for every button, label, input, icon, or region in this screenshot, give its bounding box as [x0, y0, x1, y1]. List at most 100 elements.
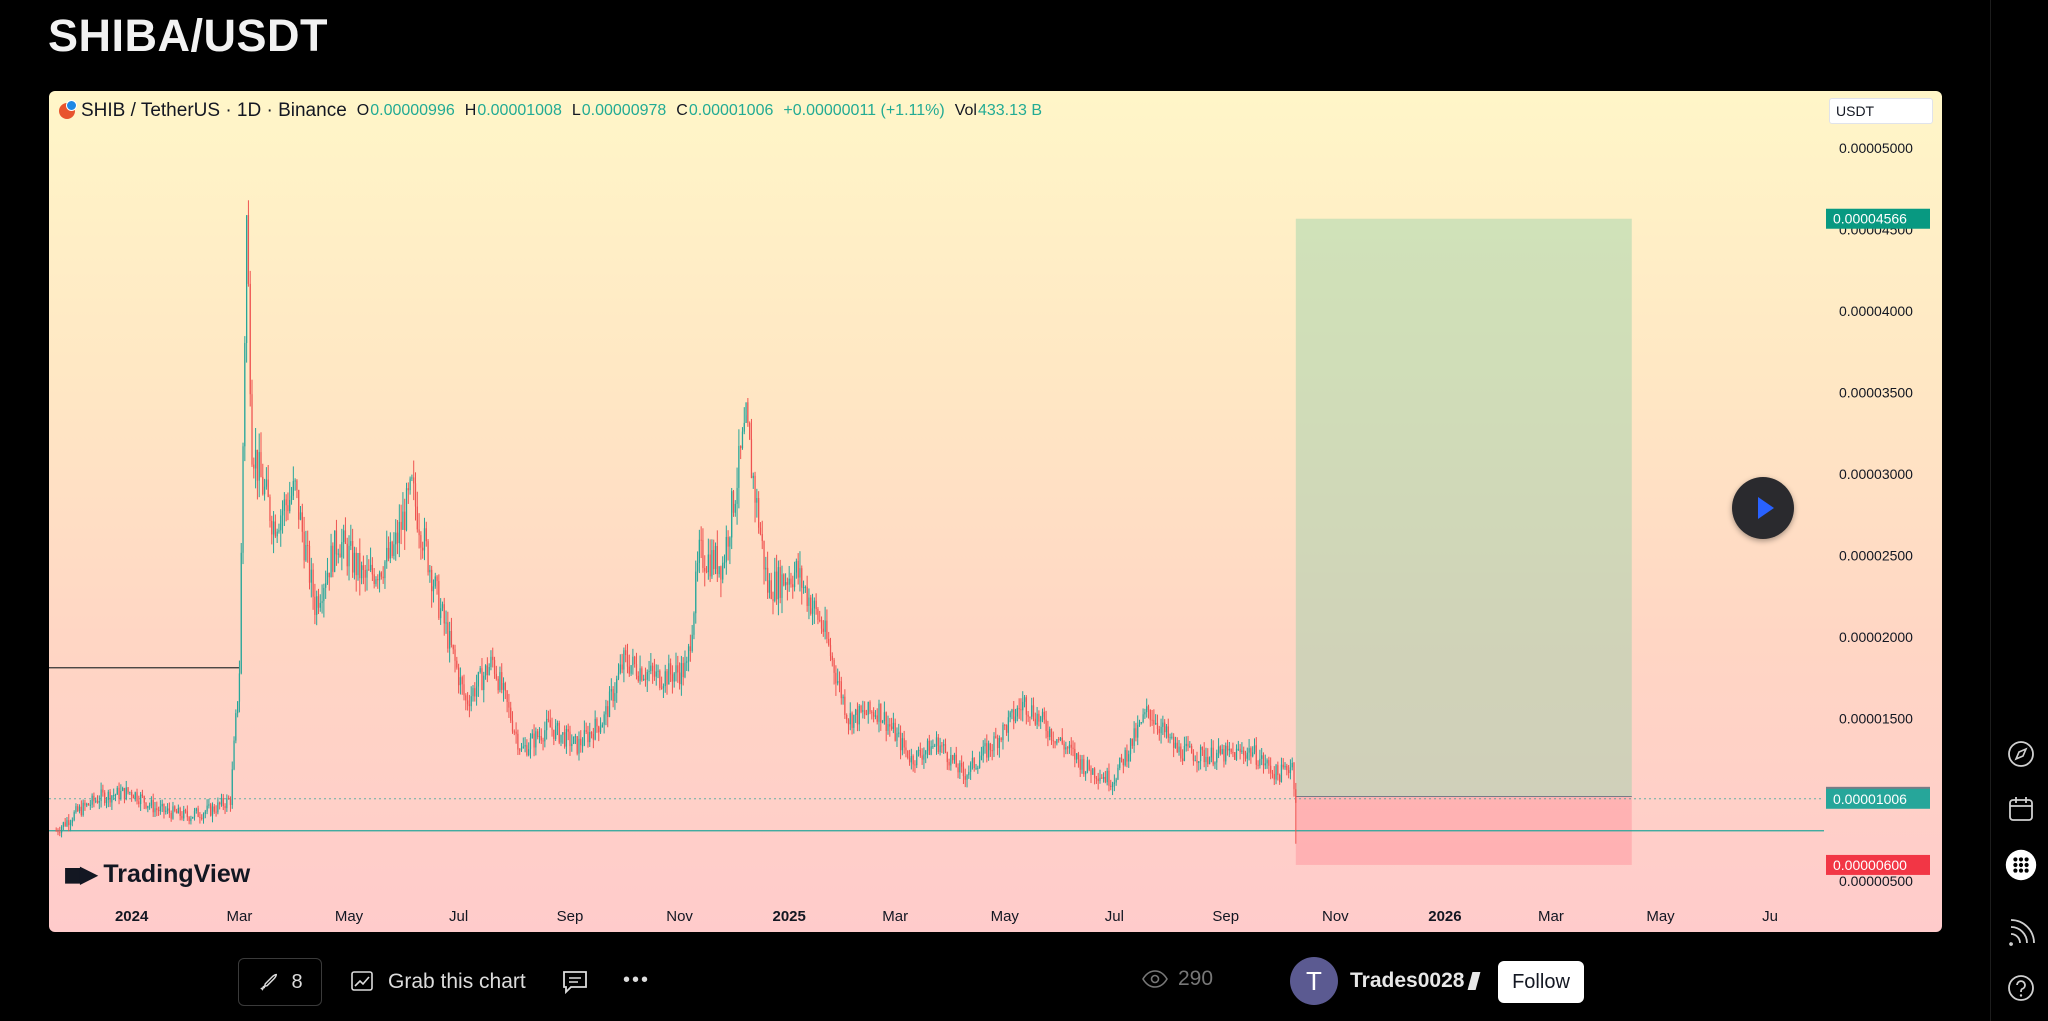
candle-body	[569, 731, 571, 747]
currency-select[interactable]: USDT	[1829, 98, 1933, 124]
candle-body	[123, 788, 126, 800]
candle-body	[1225, 745, 1227, 762]
candle-body	[1106, 770, 1108, 783]
candle-body	[662, 686, 665, 689]
follow-button[interactable]: Follow	[1498, 961, 1584, 1003]
candle-body	[161, 803, 163, 807]
candle-body	[643, 678, 645, 681]
comment-icon[interactable]	[561, 969, 589, 1000]
candle-body	[738, 445, 740, 488]
more-icon[interactable]: •••	[623, 969, 651, 991]
candle-body	[1291, 762, 1293, 768]
candle-body	[411, 477, 413, 479]
candle-body	[1113, 782, 1115, 785]
chart-card[interactable]: 0.00005000 0.00004500 0.00004000 0.00003500…	[49, 91, 1942, 932]
candle-body	[1243, 750, 1245, 756]
author[interactable]: T Trades0028	[1290, 957, 1481, 1005]
candle-body	[644, 678, 647, 680]
play-replay-button[interactable]	[1732, 477, 1794, 539]
candle-body	[237, 701, 239, 714]
candle-body	[515, 731, 517, 734]
candle-body	[743, 422, 745, 432]
candle-body	[1049, 729, 1051, 737]
candle-body	[210, 804, 212, 816]
candle-body	[919, 749, 921, 756]
candle-body	[1226, 745, 1229, 751]
candle-body	[1261, 755, 1263, 759]
candle-body	[565, 729, 568, 747]
candle-body	[804, 586, 806, 588]
ohlc-value: 0.00001008	[477, 102, 562, 119]
candle-body	[84, 802, 86, 806]
y-tick-label: 0.00003500	[1839, 384, 1913, 400]
candle-body	[923, 754, 925, 760]
candle-body	[935, 737, 938, 746]
candle-body	[389, 542, 391, 559]
rss-icon[interactable]	[2005, 917, 2037, 949]
candle-body	[695, 571, 697, 614]
candle-body	[704, 567, 706, 572]
symbol-label[interactable]: SHIB / TetherUS · 1D · Binance	[81, 100, 347, 121]
candle-body	[547, 718, 550, 720]
candle-body	[603, 714, 605, 725]
candle-body	[102, 789, 104, 793]
author-name[interactable]: Trades0028	[1350, 969, 1465, 992]
price-label: 0.00004566	[1833, 211, 1907, 227]
candle-body	[204, 811, 206, 814]
candle-body	[1129, 738, 1132, 755]
candle-body	[1198, 761, 1200, 764]
candle-body	[242, 446, 244, 553]
candle-body	[179, 807, 181, 816]
y-tick-label: 0.00003000	[1839, 466, 1913, 482]
candle-body	[1040, 716, 1042, 722]
help-icon[interactable]	[2005, 972, 2037, 1004]
grab-chart-button[interactable]: Grab this chart	[350, 958, 526, 1006]
candle-body	[132, 795, 135, 799]
candle-body	[571, 743, 573, 747]
price-chart[interactable]: 0.000050000.000045000.000040000.00003500…	[49, 91, 1942, 932]
compass-icon[interactable]	[2005, 738, 2037, 770]
candle-body	[1083, 759, 1085, 775]
ohlc-value: 433.13 B	[977, 102, 1042, 119]
candle-body	[671, 674, 674, 682]
candle-body	[520, 747, 523, 751]
candle-body	[709, 554, 711, 577]
candle-body	[653, 671, 656, 677]
candle-body	[808, 597, 810, 606]
candle-body	[166, 808, 169, 811]
candle-body	[136, 792, 138, 802]
candle-body	[623, 650, 625, 670]
candle-body	[1181, 758, 1184, 761]
tradingview-logo[interactable]: ◼▶ TradingView	[63, 860, 250, 889]
apps-grid-icon[interactable]	[2005, 849, 2037, 881]
chart-legend: SHIB / TetherUS · 1D · Binance O0.000009…	[59, 100, 1052, 122]
candle-body	[1090, 769, 1092, 775]
candle-body	[1097, 778, 1099, 782]
candle-body	[91, 795, 93, 805]
boost-button[interactable]: 8	[238, 958, 322, 1006]
ohlc-key: C	[676, 102, 688, 119]
candle-body	[980, 755, 983, 761]
candle-body	[504, 683, 506, 691]
ohlc-key: Vol	[954, 102, 977, 119]
candle-body	[932, 746, 934, 748]
candle-body	[865, 714, 868, 716]
avatar[interactable]: T	[1290, 957, 1338, 1005]
x-tick-label: Nov	[1322, 908, 1349, 925]
candle-body	[114, 794, 117, 796]
candle-body	[546, 718, 548, 731]
candle-body	[492, 656, 494, 661]
calendar-icon[interactable]	[2005, 793, 2037, 825]
candle-body	[788, 578, 790, 585]
candle-body	[1029, 716, 1031, 718]
candle-body	[299, 512, 302, 520]
candle-body	[1038, 713, 1040, 722]
candle-body	[226, 798, 228, 809]
candle-body	[725, 536, 727, 563]
candle-body	[641, 668, 643, 681]
candle-body	[364, 570, 366, 578]
candle-body	[1293, 762, 1295, 790]
candle-body	[1074, 748, 1076, 760]
candle-body	[339, 553, 341, 558]
candle-body	[745, 402, 747, 423]
